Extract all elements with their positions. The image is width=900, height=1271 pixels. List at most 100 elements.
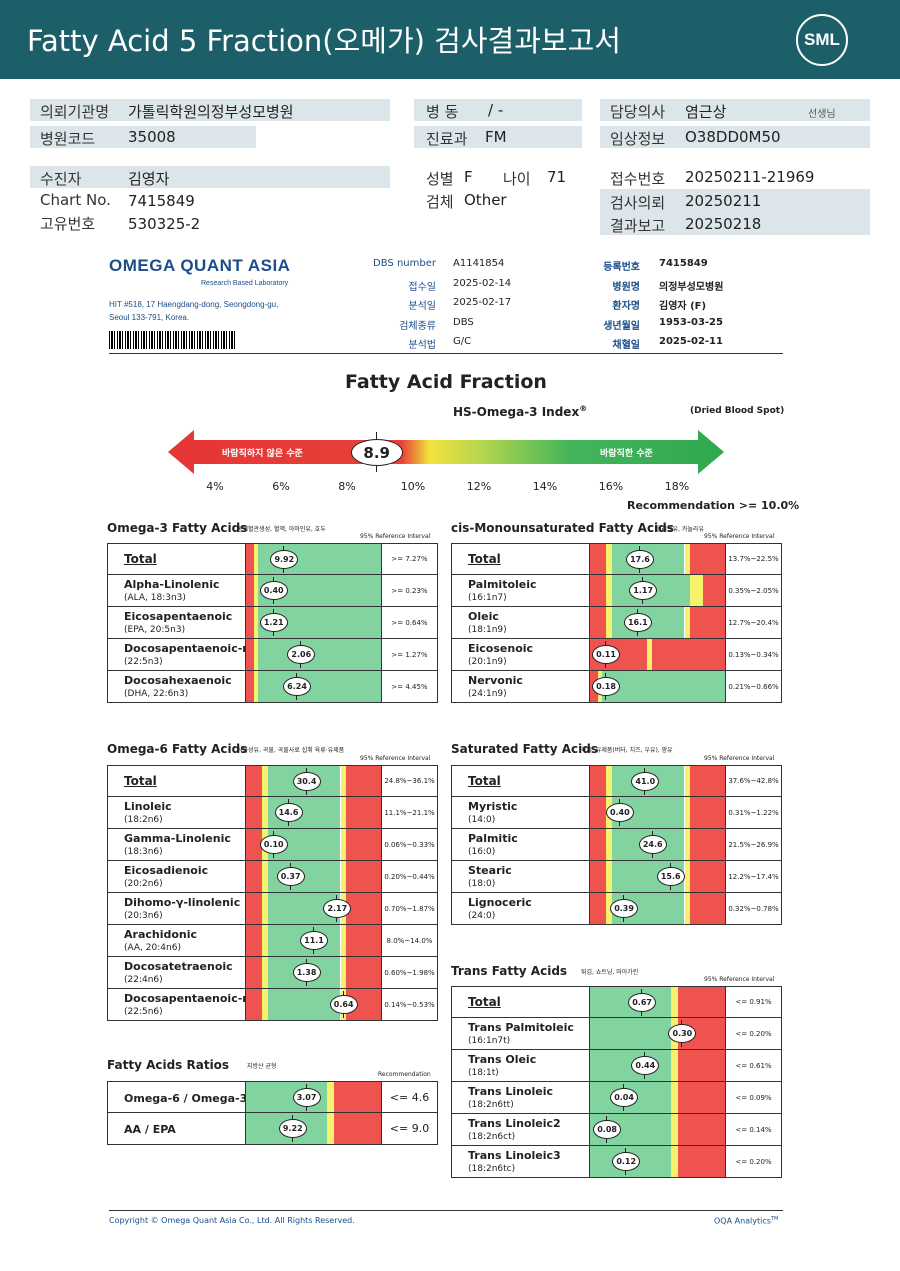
dept-box — [414, 126, 582, 148]
row-sub: (18:2n6tc) — [468, 1164, 516, 1174]
value-marker: 6.24 — [283, 673, 312, 700]
table-row: Trans Linoleic (18:2n6tt) 0.04 <= 0.09% — [451, 1082, 782, 1114]
req-date-value: 20250211 — [685, 192, 762, 210]
value-marker: 9.92 — [270, 546, 299, 573]
reference-interval: >= 0.23% — [391, 586, 428, 595]
range-bar: 0.40 — [246, 575, 382, 606]
footer-divider — [109, 1210, 783, 1211]
range-bar: 0.11 — [590, 639, 726, 670]
value-marker: 9.22 — [278, 1115, 307, 1142]
ratios-ref-header: Recommendation — [378, 1071, 431, 1078]
trans-ref-header: 95% Reference Interval — [704, 976, 775, 983]
range-segment — [254, 671, 259, 702]
row-name: Omega-6 / Omega-3 — [124, 1092, 246, 1105]
row-name-cell: Stearic (18:0) — [452, 861, 590, 892]
value-label: 2.06 — [287, 645, 316, 664]
table-row: Lignoceric (24:0) 0.39 0.32%~0.78% — [451, 893, 782, 925]
row-sub: (20:3n6) — [124, 911, 163, 921]
row-name: Gamma-Linolenic — [124, 832, 231, 845]
range-bar: 0.39 — [590, 893, 726, 924]
omega3-subtitle: 동맥혈관생성, 혈액, 아마인유, 호두 — [237, 526, 326, 533]
value-marker: 2.17 — [323, 895, 352, 922]
range-segment — [345, 766, 381, 796]
range-bar: 2.06 — [246, 639, 382, 670]
range-bar: 0.08 — [590, 1114, 726, 1145]
value-label: 16.1 — [623, 613, 652, 632]
reference-interval: <= 9.0 — [389, 1122, 430, 1135]
value-label: 0.10 — [259, 835, 288, 854]
specimen-value: Other — [464, 191, 507, 209]
table-row: Trans Palmitoleic (16:1n7t) 0.30 <= 0.20% — [451, 1018, 782, 1050]
value-marker: 0.44 — [631, 1052, 660, 1079]
footer-copyright: Copyright © Omega Quant Asia Co., Ltd. A… — [109, 1216, 355, 1225]
row-name-cell: Total — [108, 544, 246, 574]
row-name-cell: Dihomo-γ-linolenic (20:3n6) — [108, 893, 246, 924]
reference-interval: 11.1%~21.1% — [384, 808, 435, 817]
chart-no-label: Chart No. — [40, 191, 111, 209]
range-segment — [590, 575, 607, 606]
range-segment — [689, 575, 704, 606]
value-marker: 0.37 — [276, 863, 305, 890]
lab-left-label: 분석일 — [408, 301, 436, 312]
range-bar: 0.04 — [590, 1082, 726, 1113]
index-value: 8.9 — [350, 439, 403, 466]
row-name-cell: Total — [452, 987, 590, 1017]
table-row: Nervonic (24:1n9) 0.18 0.21%~0.66% — [451, 671, 782, 703]
row-name: Trans Linoleic — [468, 1085, 554, 1098]
age-label: 나이 — [503, 170, 531, 188]
value-label: 9.92 — [270, 550, 299, 569]
row-name-cell: Palmitoleic (16:1n7) — [452, 575, 590, 606]
value-marker: 0.18 — [592, 673, 621, 700]
mufa-title: cis-Monounsaturated Fatty Acids — [451, 521, 674, 535]
table-row: Arachidonic (AA, 20:4n6) 11.1 8.0%~14.0% — [107, 925, 438, 957]
row-sub: (ALA, 18:3n3) — [124, 593, 186, 603]
range-segment — [345, 893, 381, 924]
range-segment — [671, 1082, 678, 1113]
ward-label: 병 동 — [426, 103, 459, 121]
range-segment — [590, 766, 607, 796]
lab-address-2: Seoul 133-791, Korea. — [109, 313, 190, 322]
lab-right-value: 의정부성모병원 — [659, 281, 724, 293]
table-row: Trans Oleic (18:1t) 0.44 <= 0.61% — [451, 1050, 782, 1082]
hosp-code-value: 35008 — [128, 128, 176, 146]
value-label: 0.64 — [329, 995, 358, 1014]
row-name-cell: Docosatetraenoic (22:4n6) — [108, 957, 246, 988]
lab-right-value: 1953-03-25 — [659, 316, 723, 328]
clinical-value: O38DD0M50 — [685, 128, 781, 146]
range-segment — [671, 1050, 678, 1081]
range-bar: 9.22 — [246, 1113, 382, 1144]
row-sub: (18:2n6tt) — [468, 1100, 514, 1110]
value-label: 0.44 — [631, 1056, 660, 1075]
range-segment — [590, 893, 607, 924]
range-segment — [340, 797, 346, 828]
range-bar: 0.40 — [590, 797, 726, 828]
lab-left-value: DBS — [453, 316, 474, 328]
reference-interval: 0.70%~1.87% — [384, 904, 435, 913]
range-segment — [652, 639, 725, 670]
value-label: 6.24 — [283, 677, 312, 696]
value-marker: 30.4 — [292, 768, 321, 795]
reference-interval: 12.2%~17.4% — [728, 872, 779, 881]
range-segment — [262, 989, 268, 1020]
value-marker: 0.40 — [605, 799, 634, 826]
lab-left-value: G/C — [453, 336, 472, 347]
range-segment — [677, 1114, 725, 1145]
gauge-tick-label: 12% — [466, 480, 492, 493]
row-sub: (16:1n7t) — [468, 1036, 511, 1046]
doctor-label: 담당의사 — [610, 103, 666, 121]
row-name: Eicosapentaenoic — [124, 610, 233, 623]
lab-right-label: 채혈일 — [612, 340, 640, 351]
table-row: Alpha-Linolenic (ALA, 18:3n3) 0.40 >= 0.23% — [107, 575, 438, 607]
reference-interval: 24.8%~36.1% — [384, 777, 435, 785]
table-row: Linoleic (18:2n6) 14.6 11.1%~21.1% — [107, 797, 438, 829]
row-name: Trans Oleic — [468, 1053, 537, 1066]
omega3-ref-header: 95% Reference Interval — [360, 533, 431, 540]
reference-interval: 0.14%~0.53% — [384, 1000, 435, 1009]
range-segment — [689, 861, 725, 892]
table-row: Eicosapentaenoic (EPA, 20:5n3) 1.21 >= 0.64… — [107, 607, 438, 639]
row-sub: (22:4n6) — [124, 975, 163, 985]
range-segment — [677, 1146, 725, 1177]
value-marker: 0.64 — [329, 991, 358, 1018]
range-segment — [345, 925, 381, 956]
row-name-cell: Linoleic (18:2n6) — [108, 797, 246, 828]
